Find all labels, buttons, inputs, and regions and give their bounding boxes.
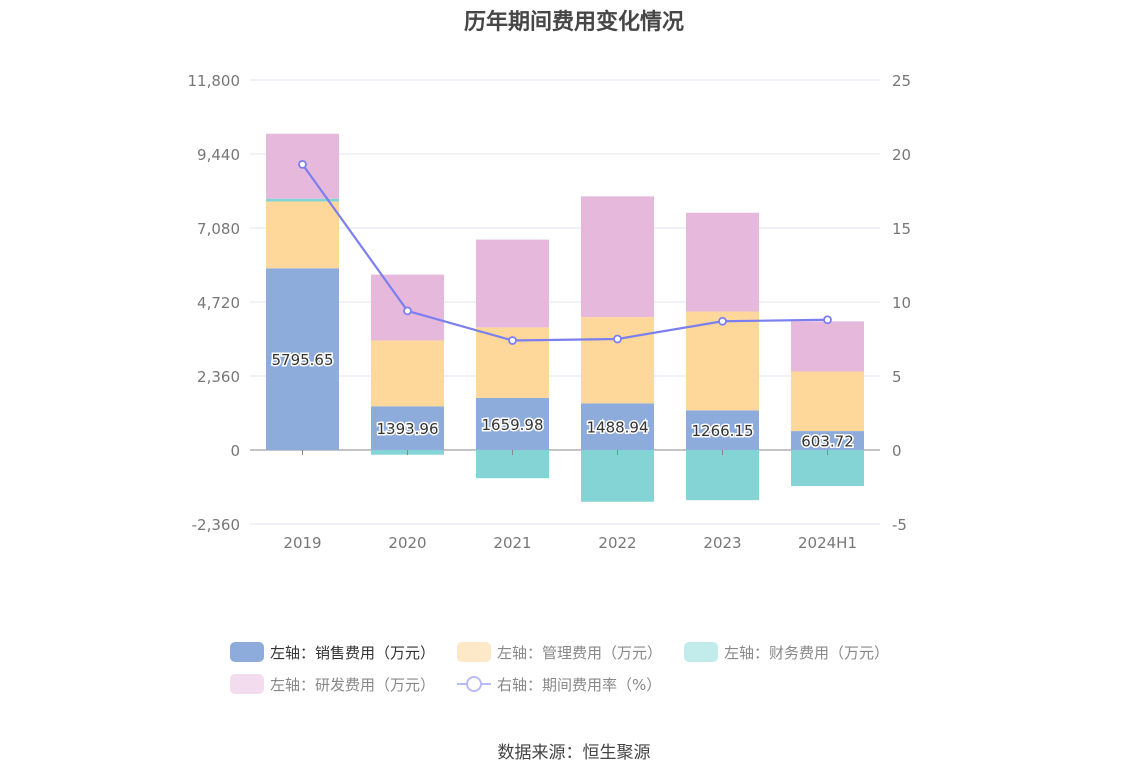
- legend-item-finance[interactable]: 左轴：财务费用（万元）: [684, 642, 889, 663]
- bar-rd-2021: [476, 239, 549, 328]
- left-tick-label: 0: [230, 442, 240, 460]
- legend-swatch-finance: [684, 642, 719, 662]
- line-rate: [301, 163, 828, 342]
- right-tick-label: 0: [892, 442, 902, 460]
- right-tick-label: 15: [892, 220, 911, 238]
- bar-sales-2023: [686, 410, 759, 450]
- legend-label-sales: 左轴：销售费用（万元）: [270, 643, 436, 662]
- x-tick-label: 2022: [598, 534, 636, 552]
- left-tick-label: 9,440: [197, 146, 240, 164]
- legend-label-finance: 左轴：财务费用（万元）: [724, 643, 890, 662]
- right-tick-label: 5: [892, 368, 902, 386]
- legend-swatch-sales: [230, 642, 264, 662]
- bar-rd-2024H1: [791, 321, 864, 372]
- left-tick-label: 7,080: [197, 220, 240, 238]
- data-label-sales: 603.72: [801, 433, 854, 451]
- point-rate-2020: [403, 306, 412, 316]
- left-tick-label: 2,360: [197, 368, 240, 386]
- bar-finance-2024H1: [791, 450, 864, 487]
- legend-item-sales[interactable]: 左轴：销售费用（万元）: [230, 642, 435, 663]
- bar-admin-2024H1: [791, 371, 864, 432]
- data-label-sales: 5795.65: [271, 351, 333, 369]
- right-tick-label: 20: [892, 146, 911, 164]
- bar-sales-2020: [371, 406, 444, 450]
- x-tick-label: 2019: [283, 534, 321, 552]
- legend-item-rate[interactable]: 右轴：期间费用率（%）: [457, 674, 661, 695]
- left-tick-label: -2,360: [192, 516, 240, 534]
- legend-swatch-rate: [457, 676, 492, 692]
- right-tick-label: 25: [892, 72, 911, 90]
- bar-sales-2021: [476, 397, 549, 450]
- data-label-sales: 1659.98: [481, 416, 543, 434]
- legend-label-rd: 左轴：研发费用（万元）: [270, 675, 436, 694]
- data-label-sales: 1393.96: [376, 420, 438, 438]
- legend-item-rd[interactable]: 左轴：研发费用（万元）: [230, 674, 435, 695]
- point-rate-2021: [508, 336, 517, 345]
- right-tick-label: -5: [892, 516, 907, 534]
- x-tick-label: 2024H1: [798, 534, 857, 552]
- x-tick-label: 2021: [493, 534, 531, 552]
- legend-label-rate: 右轴：期间费用率（%）: [497, 675, 662, 694]
- point-rate-2024H1: [823, 315, 832, 325]
- x-tick-label: 2023: [703, 534, 741, 552]
- bar-admin-2020: [371, 340, 444, 407]
- x-tick-label: 2020: [388, 534, 426, 552]
- bar-finance-2019: [266, 198, 339, 202]
- source-note: 数据来源：恒生聚源: [497, 743, 651, 763]
- chart-canvas: 11,800 25 9,440 20 7,080 15 4,720 10 2,360 5 0 0 -2,…: [188, 72, 912, 552]
- bar-finance-2023: [686, 450, 759, 501]
- bar-finance-2022: [581, 450, 654, 502]
- bar-sales-2022: [581, 403, 654, 450]
- bar-sales-2019: [266, 268, 339, 450]
- point-rate-2023: [718, 316, 727, 326]
- bar-rd-2022: [581, 196, 654, 318]
- right-tick-label: 10: [892, 294, 911, 312]
- left-tick-label: 11,800: [188, 72, 241, 90]
- bar-admin-2019: [266, 201, 339, 269]
- bar-rd-2023: [686, 212, 759, 312]
- legend-label-admin: 左轴：管理费用（万元）: [497, 643, 663, 662]
- point-rate-2022: [613, 334, 622, 344]
- data-label-sales: 1488.94: [586, 419, 648, 437]
- bar-admin-2022: [581, 317, 654, 404]
- chart-title: 历年期间费用变化情况: [463, 10, 684, 35]
- bar-admin-2023: [686, 311, 759, 411]
- legend-swatch-rd: [230, 674, 264, 694]
- point-rate-2019: [298, 159, 307, 169]
- legend-item-admin[interactable]: 左轴：管理费用（万元）: [457, 642, 662, 663]
- legend: 左轴：销售费用（万元） 左轴：管理费用（万元） 左轴：财务费用（万元） 左轴：研…: [230, 636, 930, 700]
- data-label-sales: 1266.15: [691, 422, 753, 440]
- legend-swatch-admin: [457, 642, 492, 662]
- left-tick-label: 4,720: [197, 294, 240, 312]
- bar-sales-2024H1: [791, 431, 864, 450]
